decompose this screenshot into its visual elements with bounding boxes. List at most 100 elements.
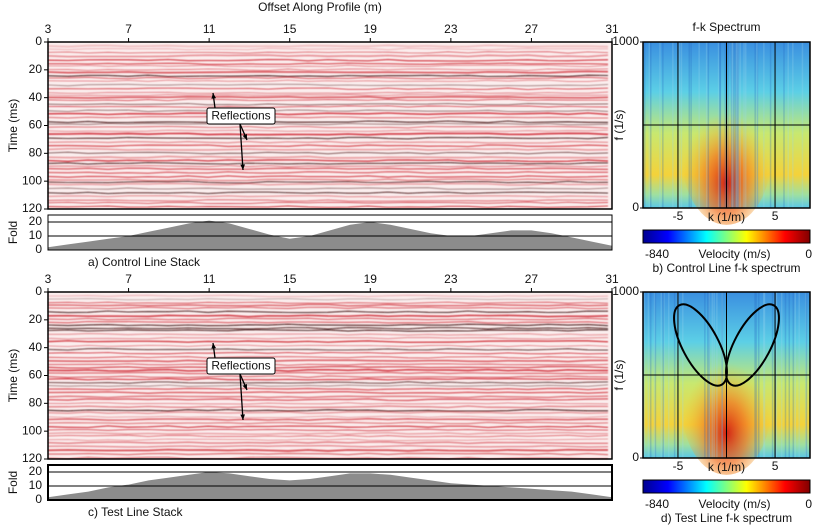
x-tick-label: 27	[525, 272, 539, 286]
x-tick-label: 15	[283, 272, 297, 286]
fold-label: Fold	[6, 221, 20, 244]
reflector	[47, 421, 609, 425]
x-tick-label: 5	[772, 209, 779, 223]
y-axis-label: f (1/s)	[612, 360, 626, 391]
arrow-head	[240, 414, 245, 420]
reflectors	[47, 44, 609, 208]
reflector	[47, 317, 609, 321]
reflector	[47, 151, 609, 155]
x-tick-label: 27	[525, 22, 539, 36]
reflector	[47, 70, 609, 74]
x-tick-label: 15	[283, 22, 297, 36]
reflector	[47, 384, 609, 387]
reflector	[47, 301, 609, 304]
reflector	[47, 375, 609, 379]
reflector	[47, 74, 609, 78]
reflector	[47, 91, 609, 95]
reflector	[47, 415, 609, 419]
reflector	[47, 175, 609, 178]
reflector	[47, 323, 609, 327]
y-tick-label: 120	[22, 451, 42, 465]
arrow	[239, 123, 244, 171]
reflector	[47, 320, 609, 324]
x-axis-label: k (1/m)	[708, 460, 745, 474]
annotation-box	[206, 107, 276, 125]
reflector	[47, 387, 609, 391]
reflector	[47, 62, 609, 66]
reflector	[47, 51, 609, 54]
reflector	[47, 365, 609, 369]
reflector	[47, 395, 609, 399]
colorbar-min: -840	[645, 497, 669, 511]
reflector	[47, 444, 609, 448]
x-tick-label: 5	[772, 459, 779, 473]
reflector	[47, 348, 609, 351]
reflector	[47, 340, 609, 344]
reflector	[48, 452, 609, 456]
y-axis-label: f (1/s)	[612, 110, 626, 141]
y-tick-label: 0	[632, 200, 639, 214]
time-label: Time (ms)	[6, 99, 20, 153]
reflector	[47, 76, 609, 80]
x-tick-label: -5	[673, 459, 684, 473]
reflector	[47, 180, 609, 184]
y-tick-label: 100	[22, 423, 42, 437]
reflector	[47, 147, 609, 151]
y-tick-label: 10	[29, 478, 43, 492]
caption: a) Control Line Stack	[88, 255, 201, 269]
caption: c) Test Line Stack	[88, 505, 183, 519]
y-tick-label: 80	[29, 396, 43, 410]
reflector	[47, 191, 609, 195]
reflector	[47, 115, 608, 119]
arrow-head	[211, 93, 217, 99]
y-tick-label: 60	[29, 118, 43, 132]
x-tick-label: 11	[203, 22, 216, 36]
reflector	[47, 162, 609, 165]
arrow	[239, 373, 244, 421]
reflector	[47, 136, 609, 140]
reflector	[47, 129, 609, 133]
caption: b) Control Line f-k spectrum	[652, 261, 800, 275]
y-tick-label: 40	[29, 90, 43, 104]
reflector	[47, 93, 609, 97]
y-tick-label: 0	[35, 242, 42, 256]
reflector	[47, 314, 609, 318]
reflector	[47, 132, 609, 136]
reflector	[47, 356, 609, 359]
y-tick-label: 80	[29, 146, 43, 160]
annotation-box	[206, 357, 276, 375]
reflector	[47, 120, 609, 124]
caption: d) Test Line f-k spectrum	[661, 511, 792, 525]
fold-area	[48, 220, 612, 250]
arrow-head	[242, 384, 247, 390]
y-tick-label: 20	[29, 214, 43, 228]
fold-frame	[47, 214, 613, 251]
reflector	[47, 125, 609, 129]
fold-frame	[47, 464, 613, 501]
reflector	[47, 441, 608, 445]
y-tick-label: 0	[632, 450, 639, 464]
y-tick-label: 0	[35, 284, 42, 298]
reflector	[47, 344, 609, 348]
reflector	[47, 159, 609, 163]
reflector	[47, 95, 609, 99]
reflector	[47, 428, 609, 432]
reflector	[47, 368, 609, 372]
reflector	[47, 298, 609, 301]
annotation: Reflections	[211, 359, 270, 373]
x-tick-label: 11	[203, 272, 216, 286]
reflector	[47, 417, 608, 421]
reflector	[47, 201, 609, 205]
reflector	[47, 178, 609, 182]
time-label: Time (ms)	[6, 349, 20, 403]
x-tick-label: 19	[364, 22, 378, 36]
reflector	[47, 83, 609, 87]
reflector	[47, 310, 609, 314]
x-tick-label: 7	[125, 22, 132, 36]
reflector	[47, 187, 609, 190]
reflector	[47, 68, 609, 71]
x-tick-label: 3	[45, 272, 52, 286]
frame	[642, 291, 811, 459]
reflector	[47, 98, 608, 102]
